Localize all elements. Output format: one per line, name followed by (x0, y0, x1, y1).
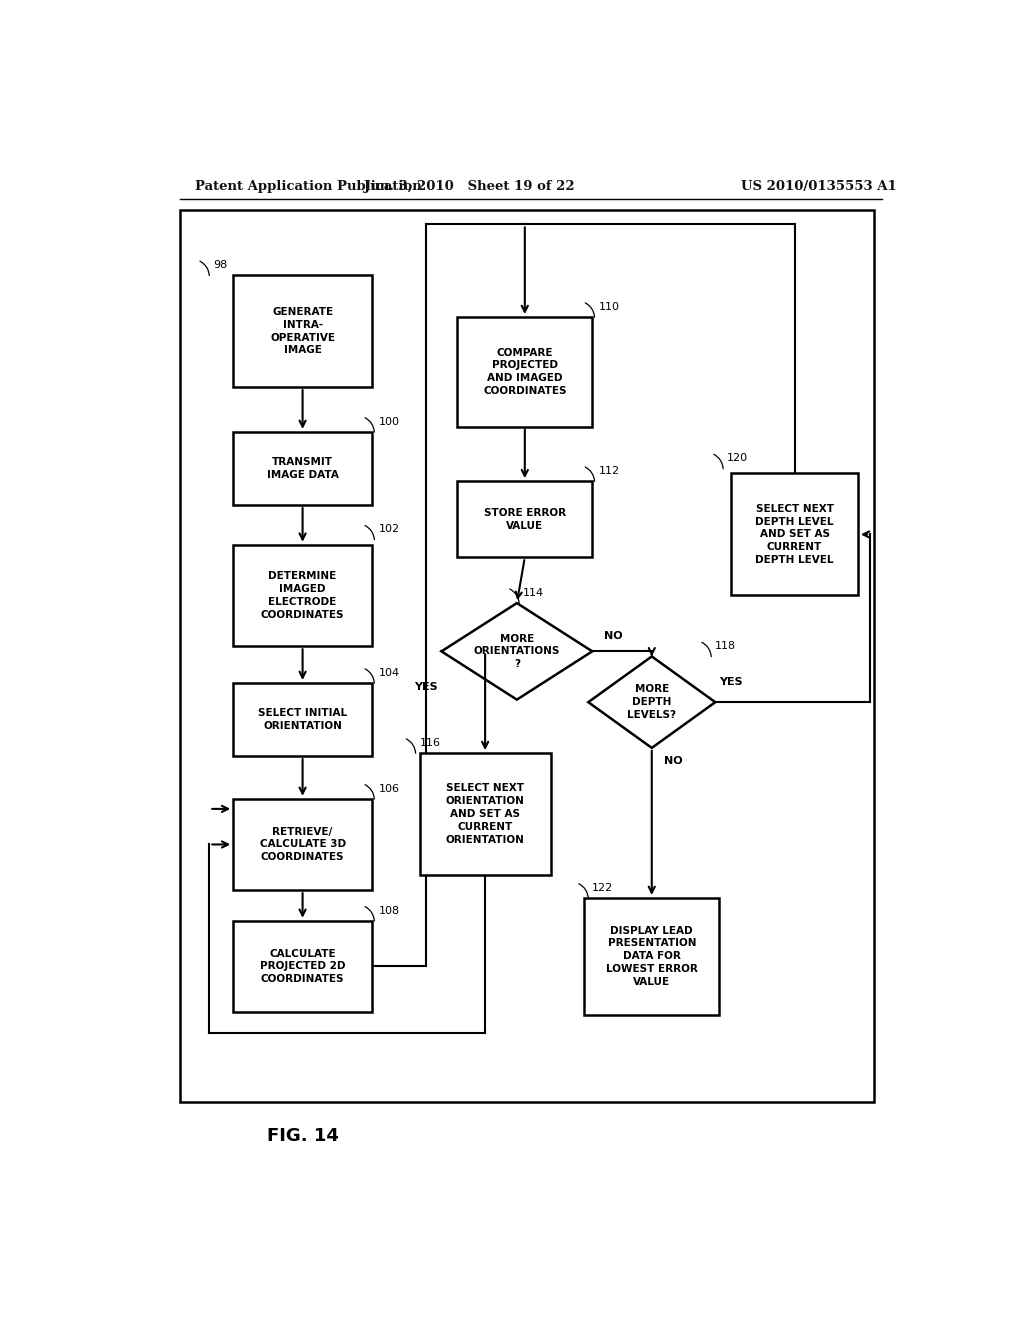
Text: RETRIEVE/
CALCULATE 3D
COORDINATES: RETRIEVE/ CALCULATE 3D COORDINATES (259, 826, 346, 862)
Text: NO: NO (604, 631, 623, 642)
Text: FIG. 14: FIG. 14 (266, 1127, 339, 1146)
Text: 114: 114 (523, 587, 545, 598)
FancyBboxPatch shape (458, 480, 592, 557)
Text: YES: YES (719, 677, 742, 686)
Text: 116: 116 (420, 738, 440, 748)
FancyBboxPatch shape (233, 432, 372, 506)
Text: MORE
ORIENTATIONS
?: MORE ORIENTATIONS ? (474, 634, 560, 669)
Text: 104: 104 (379, 668, 399, 677)
Text: 98: 98 (213, 260, 227, 271)
FancyBboxPatch shape (233, 276, 372, 387)
FancyBboxPatch shape (458, 317, 592, 426)
Text: 112: 112 (599, 466, 620, 477)
Text: YES: YES (414, 682, 437, 692)
Text: STORE ERROR
VALUE: STORE ERROR VALUE (483, 508, 566, 531)
Text: Jun. 3, 2010   Sheet 19 of 22: Jun. 3, 2010 Sheet 19 of 22 (364, 180, 574, 193)
Text: MORE
DEPTH
LEVELS?: MORE DEPTH LEVELS? (628, 684, 676, 719)
FancyBboxPatch shape (179, 210, 873, 1102)
Text: SELECT NEXT
DEPTH LEVEL
AND SET AS
CURRENT
DEPTH LEVEL: SELECT NEXT DEPTH LEVEL AND SET AS CURRE… (756, 504, 834, 565)
Text: 106: 106 (379, 784, 399, 793)
Text: Patent Application Publication: Patent Application Publication (196, 180, 422, 193)
Text: DETERMINE
IMAGED
ELECTRODE
COORDINATES: DETERMINE IMAGED ELECTRODE COORDINATES (261, 572, 344, 619)
Text: 108: 108 (379, 906, 399, 916)
Text: CALCULATE
PROJECTED 2D
COORDINATES: CALCULATE PROJECTED 2D COORDINATES (260, 949, 345, 985)
Text: TRANSMIT
IMAGE DATA: TRANSMIT IMAGE DATA (266, 457, 339, 479)
FancyBboxPatch shape (731, 474, 858, 595)
FancyBboxPatch shape (585, 898, 719, 1015)
Text: 102: 102 (379, 524, 399, 535)
Text: 100: 100 (379, 417, 399, 426)
FancyBboxPatch shape (233, 545, 372, 647)
Text: COMPARE
PROJECTED
AND IMAGED
COORDINATES: COMPARE PROJECTED AND IMAGED COORDINATES (483, 347, 566, 396)
Text: GENERATE
INTRA-
OPERATIVE
IMAGE: GENERATE INTRA- OPERATIVE IMAGE (270, 308, 335, 355)
FancyBboxPatch shape (233, 799, 372, 890)
Text: DISPLAY LEAD
PRESENTATION
DATA FOR
LOWEST ERROR
VALUE: DISPLAY LEAD PRESENTATION DATA FOR LOWES… (606, 925, 697, 987)
Text: SELECT INITIAL
ORIENTATION: SELECT INITIAL ORIENTATION (258, 708, 347, 731)
Text: 118: 118 (715, 642, 736, 651)
Text: 110: 110 (599, 302, 620, 312)
Text: SELECT NEXT
ORIENTATION
AND SET AS
CURRENT
ORIENTATION: SELECT NEXT ORIENTATION AND SET AS CURRE… (445, 783, 524, 845)
FancyBboxPatch shape (233, 921, 372, 1012)
Text: 122: 122 (592, 883, 613, 892)
Text: 120: 120 (727, 453, 749, 463)
Polygon shape (588, 656, 715, 748)
Text: US 2010/0135553 A1: US 2010/0135553 A1 (740, 180, 896, 193)
FancyBboxPatch shape (233, 682, 372, 756)
Polygon shape (441, 603, 592, 700)
FancyBboxPatch shape (420, 752, 551, 875)
Text: NO: NO (664, 756, 682, 766)
